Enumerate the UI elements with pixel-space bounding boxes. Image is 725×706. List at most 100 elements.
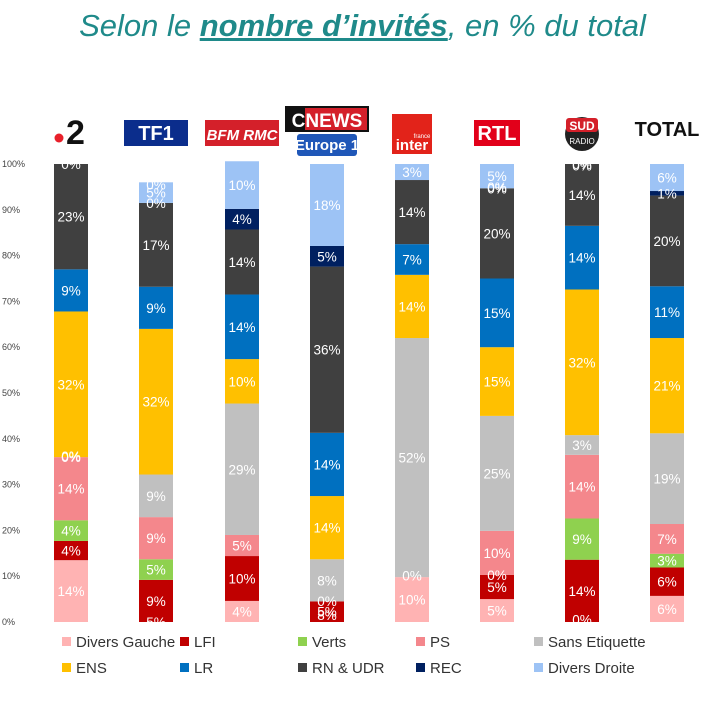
channel-logo: TF1 — [124, 120, 188, 146]
bar-segment — [650, 595, 684, 622]
bar-segment — [310, 496, 344, 560]
bar-segment — [225, 359, 259, 404]
bar-segment — [650, 553, 684, 568]
bar-segment — [395, 244, 429, 275]
bar-segment — [225, 294, 259, 360]
data-label: 9% — [146, 489, 166, 504]
legend-swatch — [298, 637, 307, 646]
data-label: 7% — [657, 532, 677, 547]
logo-sub-text: RADIO — [569, 137, 594, 146]
legend-label: Divers Droite — [548, 660, 635, 677]
data-label: 6% — [657, 602, 677, 617]
channel-logo: BFM RMC — [205, 120, 279, 146]
bar-segment — [139, 286, 173, 329]
y-tick-label: 40% — [2, 434, 20, 444]
legend-item: Verts — [298, 634, 346, 651]
data-label: 14% — [398, 299, 425, 314]
data-label: 20% — [483, 226, 510, 241]
data-label: 0% — [61, 157, 81, 172]
bars — [54, 161, 684, 622]
bar-segment — [54, 520, 88, 541]
data-label: 0% — [572, 613, 592, 628]
data-label: 7% — [402, 252, 422, 267]
data-label: 4% — [61, 524, 81, 539]
title-highlight: nombre d’invités — [199, 8, 448, 43]
bar-segment — [139, 517, 173, 560]
bar-segment — [650, 195, 684, 287]
bar-segment — [139, 474, 173, 518]
logo-bg — [124, 120, 188, 146]
legend-item: LFI — [180, 634, 216, 651]
title-suffix: , en % du total — [447, 8, 646, 43]
bar-segment — [54, 560, 88, 622]
data-label: 4% — [232, 212, 252, 227]
data-label: 5% — [487, 604, 507, 619]
channel-logo: RTL — [474, 120, 520, 146]
bar-segment — [225, 208, 259, 230]
data-label: 0% — [402, 568, 422, 583]
legend-label: Sans Etiquette — [548, 634, 646, 651]
data-label: 0% — [572, 158, 592, 173]
bar-segment — [650, 338, 684, 434]
data-label: 10% — [398, 593, 425, 608]
logo-sub-text: Europe 1 — [295, 137, 359, 154]
legend-label: REC — [430, 660, 462, 677]
logo-text: CNEWS — [292, 111, 363, 132]
bar-segment — [650, 567, 684, 596]
legend-label: ENS — [76, 660, 107, 677]
bar-segment — [480, 530, 514, 575]
bar-segment — [54, 311, 88, 458]
data-label: 0% — [61, 450, 81, 465]
bar-segment — [395, 274, 429, 339]
logo-sub-text: france — [414, 134, 431, 140]
data-label: 5% — [317, 249, 337, 264]
logo-bg — [566, 118, 598, 132]
legend-item: ENS — [62, 660, 107, 677]
bar-segment — [650, 191, 684, 196]
legend-swatch — [180, 637, 189, 646]
legend-swatch — [298, 663, 307, 672]
y-tick-label: 90% — [2, 205, 20, 215]
data-label: 32% — [568, 355, 595, 370]
data-label: 10% — [228, 374, 255, 389]
logo-bg — [474, 120, 520, 146]
bar-segment — [395, 180, 429, 245]
legend-label: Verts — [312, 634, 346, 651]
bar-segment — [565, 164, 599, 226]
channel-logo: SUD RADIO — [565, 117, 599, 151]
bar-segment — [395, 338, 429, 578]
bar-segment — [480, 415, 514, 531]
data-label: 9% — [146, 531, 166, 546]
logo-text: 2 — [66, 114, 85, 152]
data-label: 52% — [398, 451, 425, 466]
legend-label: PS — [430, 634, 450, 651]
legend-item: Divers Gauche — [62, 634, 175, 651]
data-label: 32% — [142, 395, 169, 410]
data-label: 9% — [61, 283, 81, 298]
legend-swatch — [180, 663, 189, 672]
bar-segment — [480, 574, 514, 600]
channel-logo: CNEWS Europe 1 — [285, 106, 369, 156]
bar-segment — [565, 435, 599, 455]
logo-bg — [305, 108, 367, 130]
data-label: 14% — [568, 188, 595, 203]
data-label: 4% — [232, 604, 252, 619]
data-label: 20% — [653, 234, 680, 249]
logo-bg — [392, 114, 432, 154]
bar-segment — [310, 245, 344, 267]
y-tick-label: 30% — [2, 480, 20, 490]
data-label: 14% — [313, 457, 340, 472]
data-label: 14% — [57, 482, 84, 497]
legend-item: REC — [416, 660, 462, 677]
legend-swatch — [62, 637, 71, 646]
legend-label: LFI — [194, 634, 216, 651]
data-label: 14% — [228, 320, 255, 335]
y-tick-label: 20% — [2, 525, 20, 535]
bar-segment — [565, 559, 599, 622]
data-label: 5% — [487, 580, 507, 595]
bar-segment — [480, 188, 514, 279]
bar-segment — [310, 601, 344, 622]
